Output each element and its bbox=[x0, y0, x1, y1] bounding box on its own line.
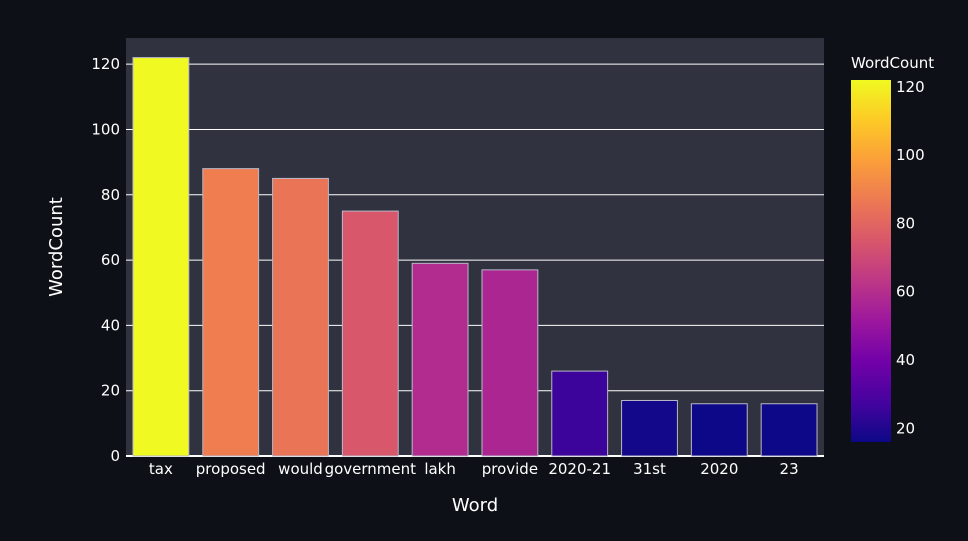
x-tick-label: provide bbox=[482, 460, 538, 478]
colorbar-tick-label: 100 bbox=[896, 146, 925, 164]
bar-2020-21[interactable] bbox=[551, 370, 609, 457]
bar-lakh[interactable] bbox=[411, 262, 469, 457]
bar-tax[interactable] bbox=[132, 57, 190, 457]
colorbar: WordCount 20 40 60 80 100 120 bbox=[851, 54, 934, 442]
y-tick-label: 80 bbox=[101, 186, 120, 204]
colorbar-tick-label: 60 bbox=[896, 283, 915, 301]
x-tick-label: 23 bbox=[780, 460, 799, 478]
x-axis-title: Word bbox=[452, 495, 498, 516]
x-tick-labels: tax proposed would government lakh provide 202… bbox=[149, 460, 799, 478]
x-tick-label: 2020 bbox=[700, 460, 738, 478]
x-tick-label: would bbox=[278, 460, 323, 478]
bars bbox=[132, 57, 818, 457]
bar-government[interactable] bbox=[341, 210, 399, 457]
y-tick-label: 60 bbox=[101, 251, 120, 269]
x-tick-label: government bbox=[325, 460, 417, 478]
colorbar-tick-labels: 20 40 60 80 100 120 bbox=[896, 78, 925, 438]
colorbar-tick-label: 120 bbox=[896, 78, 925, 96]
y-tick-labels: 0 20 40 60 80 100 120 bbox=[91, 55, 120, 465]
y-tick-label: 100 bbox=[91, 120, 120, 138]
x-tick-label: 2020-21 bbox=[548, 460, 611, 478]
y-axis-title: WordCount bbox=[46, 197, 67, 297]
colorbar-tick-label: 40 bbox=[896, 351, 915, 369]
bar-23[interactable] bbox=[760, 403, 818, 457]
bar-2020[interactable] bbox=[690, 403, 748, 457]
y-tick-label: 40 bbox=[101, 316, 120, 334]
y-tick-label: 120 bbox=[91, 55, 120, 73]
bar-provide[interactable] bbox=[481, 269, 539, 457]
colorbar-tick-label: 20 bbox=[896, 419, 915, 437]
x-tick-label: 31st bbox=[633, 460, 666, 478]
colorbar-tick-label: 80 bbox=[896, 214, 915, 232]
colorbar-title: WordCount bbox=[851, 54, 934, 72]
colorbar-gradient bbox=[851, 80, 891, 442]
bar-proposed[interactable] bbox=[202, 168, 260, 457]
x-tick-label: lakh bbox=[424, 460, 456, 478]
y-tick-label: 0 bbox=[110, 447, 120, 465]
x-tick-label: tax bbox=[149, 460, 173, 478]
bar-31st[interactable] bbox=[621, 399, 678, 457]
y-tick-label: 20 bbox=[101, 382, 120, 400]
bar-would[interactable] bbox=[272, 177, 329, 457]
x-tick-label: proposed bbox=[196, 460, 266, 478]
